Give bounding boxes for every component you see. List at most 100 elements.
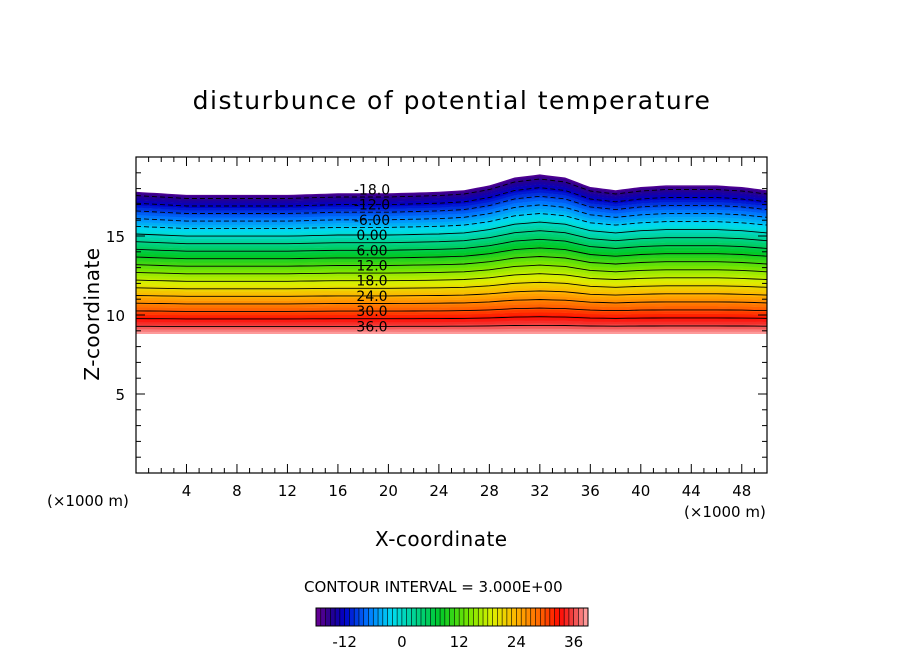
- colorbar-swatch: [521, 608, 527, 626]
- colorbar-swatch: [506, 608, 512, 626]
- contour-label: 6.00: [356, 243, 387, 259]
- contour-label: 0.00: [356, 228, 387, 244]
- colorbar-swatch: [392, 608, 398, 626]
- contour-interval-label: CONTOUR INTERVAL = 3.000E+00: [304, 578, 563, 596]
- colorbar-swatch: [568, 608, 574, 626]
- contour-line: [136, 221, 767, 237]
- colorbar-swatch: [573, 608, 579, 626]
- colorbar-swatch: [435, 608, 441, 626]
- colorbar-swatch: [483, 608, 489, 626]
- x-tick-label: 48: [732, 482, 751, 500]
- contour-band: [136, 195, 767, 216]
- colorbar-swatch: [368, 608, 374, 626]
- colorbar-swatch: [358, 608, 365, 626]
- contour-band: [136, 230, 767, 247]
- contour-line: [136, 187, 767, 207]
- contour-band: [136, 203, 767, 223]
- contour-line: [136, 281, 767, 290]
- x-tick-label: 8: [232, 482, 242, 500]
- x-tick-label: 4: [182, 482, 192, 500]
- colorbar-swatch: [444, 608, 450, 626]
- colorbar-swatch: [502, 608, 508, 626]
- contour-band: [136, 249, 767, 263]
- contour-band: [136, 287, 767, 297]
- contour-band: [136, 186, 767, 208]
- contour-band: [136, 293, 767, 301]
- contour-line: [136, 264, 767, 275]
- y-tick-label: 15: [106, 228, 125, 246]
- y-tick-label: 5: [115, 386, 125, 404]
- colorbar-swatch: [420, 608, 427, 626]
- colorbar-swatch: [454, 608, 460, 626]
- colorbar-swatch: [478, 608, 484, 626]
- contour-label: -6.00: [354, 213, 390, 229]
- colorbar-swatch: [316, 608, 322, 626]
- colorbar-swatch: [440, 608, 446, 626]
- contour-label: 36.0: [356, 319, 387, 335]
- colorbar-swatch: [540, 608, 546, 626]
- contour-band: [136, 224, 767, 242]
- contour-band: [136, 260, 767, 273]
- colorbar-swatch: [530, 608, 536, 626]
- x-axis-label: X-coordinate: [375, 527, 508, 551]
- contour-band: [136, 205, 767, 225]
- contour-line: [136, 273, 767, 282]
- colorbar-tick-label: 0: [397, 633, 407, 651]
- contour-band: [136, 233, 767, 249]
- contour-label: 12.0: [356, 258, 387, 274]
- colorbar-swatch: [459, 608, 465, 626]
- contour-label: 30.0: [356, 304, 387, 320]
- contour-fill: [136, 174, 767, 334]
- colorbar: -12 0 12 24 36: [315, 607, 589, 651]
- colorbar-swatch: [583, 608, 589, 626]
- colorbar-swatch: [378, 608, 384, 626]
- colorbar-swatch: [497, 608, 503, 626]
- x-tick-label: 28: [480, 482, 499, 500]
- contour-band: [136, 254, 767, 268]
- contour-band: [136, 235, 767, 251]
- colorbar-swatch: [545, 608, 551, 626]
- contour-band: [136, 295, 767, 304]
- chart-title: disturbunce of potential temperature: [192, 86, 712, 115]
- contour-band: [136, 312, 767, 318]
- colorbar-swatch: [559, 608, 565, 626]
- contour-band: [136, 197, 767, 218]
- colorbar-swatch: [425, 608, 431, 626]
- colorbar-swatch: [554, 608, 560, 626]
- contour-band: [136, 238, 767, 254]
- contour-line: [136, 307, 767, 312]
- colorbar-swatch: [564, 608, 570, 626]
- contour-band: [136, 317, 767, 323]
- contour-band: [136, 244, 767, 258]
- colorbar-swatch: [492, 608, 498, 626]
- x-tick-label: 20: [379, 482, 398, 500]
- colorbar-swatch: [335, 608, 341, 626]
- contour-band: [136, 257, 767, 270]
- contour-line: [136, 178, 767, 199]
- colorbar-swatch: [525, 608, 532, 626]
- x-unit-label-right: (×1000 m): [684, 503, 766, 521]
- contour-band: [136, 181, 767, 204]
- contour-band: [136, 246, 767, 261]
- colorbar-swatch: [363, 608, 369, 626]
- contour-line: [136, 247, 767, 260]
- colorbar-swatch: [516, 608, 522, 626]
- x-tick-label: 44: [682, 482, 701, 500]
- colorbar-swatch: [382, 608, 388, 626]
- colorbar-swatch: [511, 608, 517, 626]
- contour-line: [136, 324, 767, 327]
- contour-line: [136, 299, 767, 305]
- contour-band: [136, 200, 767, 220]
- colorbar-swatch: [416, 608, 422, 626]
- contour-line: [136, 290, 767, 297]
- colorbar-swatch: [430, 608, 436, 626]
- y-tick-label: 10: [106, 307, 125, 325]
- contour-band: [136, 175, 767, 199]
- contour-label: -18.0: [354, 182, 390, 198]
- contour-lines: [136, 178, 767, 327]
- contour-line: [136, 230, 767, 245]
- colorbar-swatch: [397, 608, 403, 626]
